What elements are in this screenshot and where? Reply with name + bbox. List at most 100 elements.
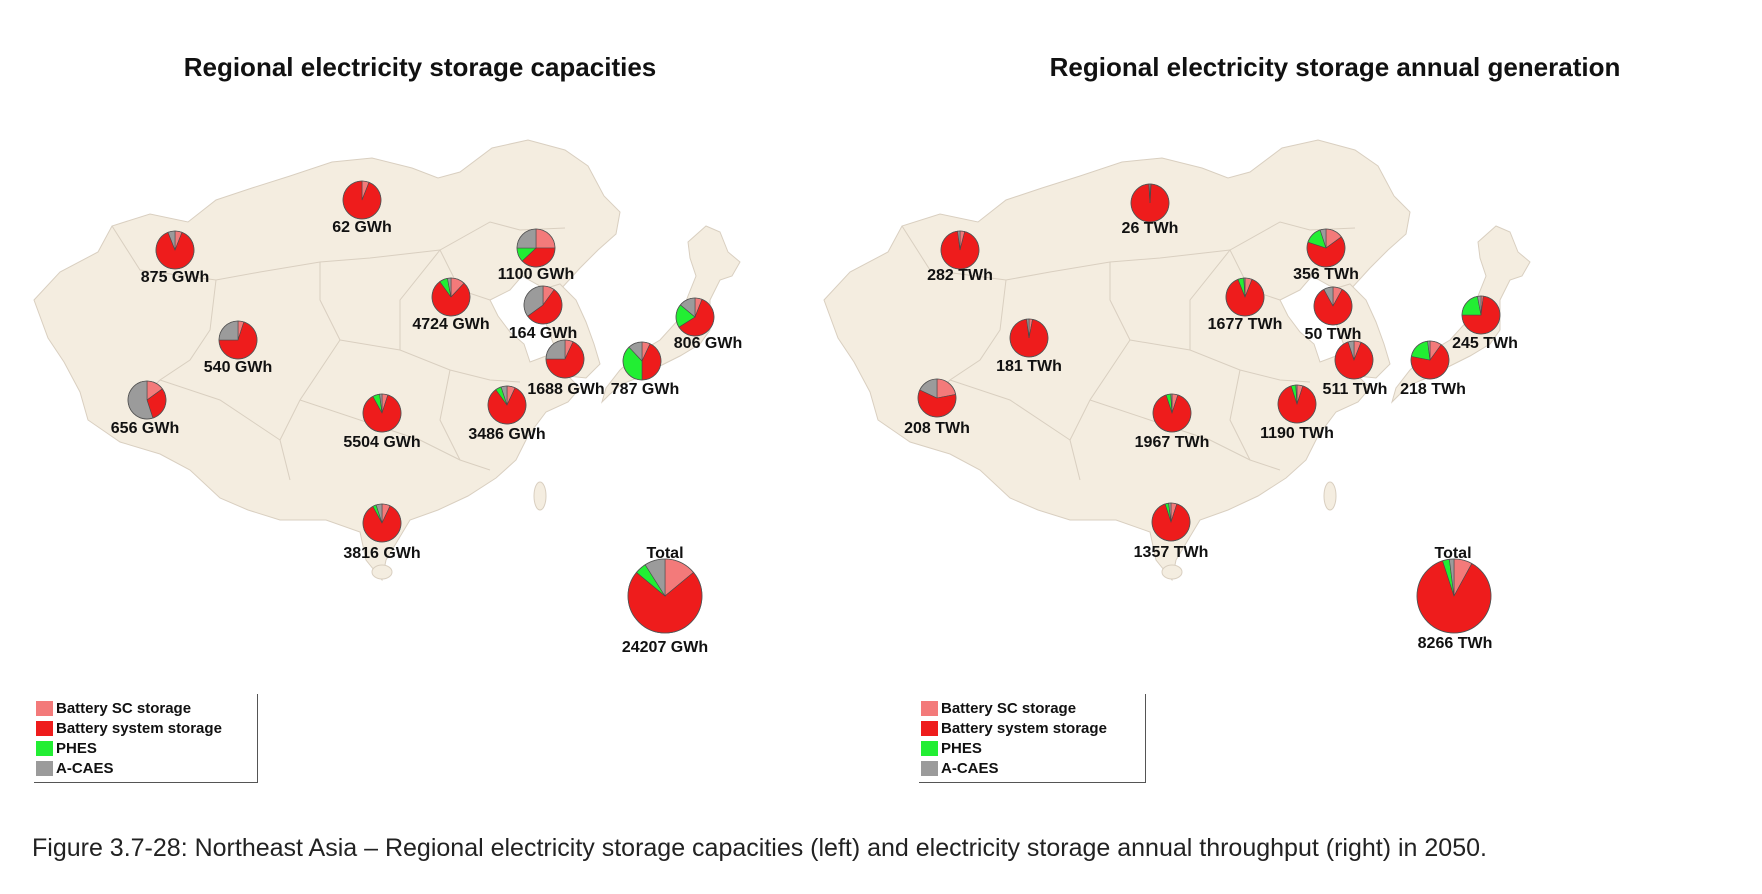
region-pie xyxy=(917,378,957,418)
legend-label: A-CAES xyxy=(56,759,114,777)
pie-outline xyxy=(155,230,195,270)
region-pie xyxy=(487,385,527,425)
pie-outline xyxy=(1225,277,1265,317)
region-value-label: 787 GWh xyxy=(611,381,679,398)
pie-outline xyxy=(487,385,527,425)
legend-swatch-battery-system xyxy=(921,720,938,736)
legend-swatch-battery-sc xyxy=(36,700,53,716)
region-value-label: 245 TWh xyxy=(1452,335,1518,352)
legend-item-battery-sc: Battery SC storage xyxy=(921,698,1139,718)
region-pie xyxy=(1410,340,1450,380)
region-pie xyxy=(1313,286,1353,326)
region-value-label: 1100 GWh xyxy=(498,266,574,283)
legend-item-phes: PHES xyxy=(36,738,251,758)
taiwan-shape xyxy=(533,481,547,511)
legend-item-phes: PHES xyxy=(921,738,1139,758)
legend-swatch-acaes xyxy=(36,760,53,776)
region-value-label: 26 TWh xyxy=(1122,220,1179,237)
pie-outline xyxy=(1009,318,1049,358)
total-pie xyxy=(1416,558,1492,634)
region-pie xyxy=(362,393,402,433)
region-value-label: 208 TWh xyxy=(904,420,970,437)
region-value-label: 875 GWh xyxy=(141,269,209,286)
region-value-label: 282 TWh xyxy=(927,267,993,284)
legend-label: PHES xyxy=(941,739,982,757)
region-pie xyxy=(523,285,563,325)
hainan-shape xyxy=(371,564,393,580)
region-value-label: 1688 GWh xyxy=(527,381,604,398)
capacities-title: Regional electricity storage capacities xyxy=(183,52,657,82)
region-pie xyxy=(1334,340,1374,380)
legend-label: PHES xyxy=(56,739,97,757)
region-value-label: 62 GWh xyxy=(332,219,392,236)
region-value-label: 1190 TWh xyxy=(1260,425,1334,442)
region-value-label: 3486 GWh xyxy=(468,426,545,443)
pie-outline xyxy=(362,393,402,433)
region-pie xyxy=(342,180,382,220)
region-border xyxy=(1089,399,1281,471)
legend-swatch-battery-system xyxy=(36,720,53,736)
pie-outline xyxy=(622,341,662,381)
region-pie xyxy=(516,228,556,268)
region-value-label: 4724 GWh xyxy=(412,316,489,333)
capacities-map: 62 GWh 875 GWh 1100 GWh 4724 GWh 164 GWh 540 … xyxy=(33,139,742,656)
pie-outline xyxy=(917,378,957,418)
region-value-label: 218 TWh xyxy=(1400,381,1466,398)
phes-slice xyxy=(1410,340,1431,361)
region-pie xyxy=(1225,277,1265,317)
region-pie xyxy=(362,503,402,543)
region-pie xyxy=(545,339,585,379)
region-pie xyxy=(675,297,715,337)
total-value-label: 8266 TWh xyxy=(1418,635,1493,652)
legend-item-battery-sc: Battery SC storage xyxy=(36,698,251,718)
region-border xyxy=(299,399,491,471)
region-pie xyxy=(1151,502,1191,542)
pie-outline xyxy=(1410,340,1450,380)
region-border xyxy=(399,249,441,350)
legend-swatch-battery-sc xyxy=(921,700,938,716)
pie-outline xyxy=(545,339,585,379)
generation-map: 26 TWh 282 TWh 356 TWh 1677 TWh 50 TWh 181 TW… xyxy=(823,139,1531,652)
region-value-label: 1677 TWh xyxy=(1208,316,1283,333)
pie-outline xyxy=(1130,183,1170,223)
region-border xyxy=(901,221,1356,281)
region-value-label: 806 GWh xyxy=(674,335,742,352)
generation-title: Regional electricity storage annual gene… xyxy=(1049,52,1621,82)
hainan-shape xyxy=(1161,564,1183,580)
legend-item-acaes: A-CAES xyxy=(36,758,251,778)
region-pie xyxy=(940,230,980,270)
region-value-label: 164 GWh xyxy=(509,325,577,342)
pie-outline xyxy=(1416,558,1492,634)
region-border xyxy=(949,379,1071,441)
region-value-label: 1357 TWh xyxy=(1134,544,1209,561)
region-pie xyxy=(1152,393,1192,433)
total-title: Total xyxy=(1434,545,1471,562)
region-value-label: 656 GWh xyxy=(111,420,179,437)
region-value-label: 511 TWh xyxy=(1323,381,1388,398)
region-pie xyxy=(1130,183,1170,223)
pie-outline xyxy=(342,180,382,220)
pie-outline xyxy=(516,228,556,268)
region-border xyxy=(111,221,566,281)
pie-outline xyxy=(1334,340,1374,380)
legend-swatch-acaes xyxy=(921,760,938,776)
region-pie xyxy=(218,320,258,360)
region-pie xyxy=(127,380,167,420)
total-value-label: 24207 GWh xyxy=(622,639,708,656)
region-border xyxy=(439,369,461,461)
region-pie xyxy=(622,341,662,381)
legend-item-battery-system: Battery system storage xyxy=(36,718,251,738)
capacities-legend: Battery SC storage Battery system storag… xyxy=(34,694,258,783)
region-value-label: 540 GWh xyxy=(204,359,272,376)
region-value-label: 356 TWh xyxy=(1293,266,1359,283)
pie-outline xyxy=(362,503,402,543)
legend-item-acaes: A-CAES xyxy=(921,758,1139,778)
region-value-label: 181 TWh xyxy=(996,358,1062,375)
pie-outline xyxy=(1313,286,1353,326)
region-pie xyxy=(1009,318,1049,358)
pie-outline xyxy=(940,230,980,270)
region-pie xyxy=(431,277,471,317)
total-title: Total xyxy=(646,545,683,562)
legend-label: A-CAES xyxy=(941,759,999,777)
taiwan-shape xyxy=(1323,481,1337,511)
